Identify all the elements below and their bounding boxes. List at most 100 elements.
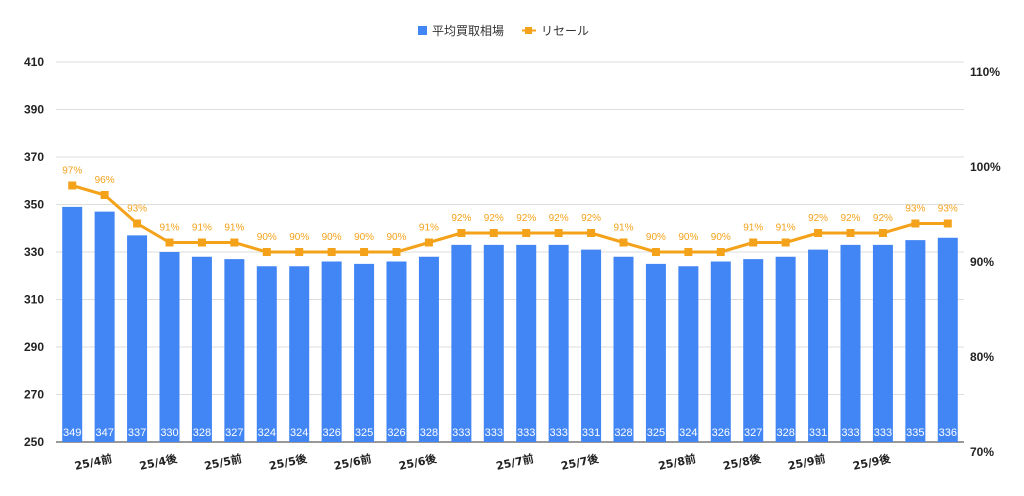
line-point [554, 229, 563, 237]
bar-value-label: 328 [776, 427, 794, 439]
line-point [846, 229, 855, 237]
line-point [781, 238, 790, 247]
line-point [197, 238, 206, 247]
bar-value-label: 331 [809, 427, 827, 439]
bar-value-label: 324 [679, 427, 697, 439]
bar-value-label: 333 [841, 427, 859, 439]
line-point [716, 248, 725, 256]
x-axis-tick: 25/4後 [138, 451, 179, 473]
line-point [295, 248, 304, 256]
bar [613, 256, 634, 442]
bar [159, 252, 180, 442]
right-axis-tick: 100% [970, 160, 1001, 174]
line-value-label: 91% [224, 223, 244, 234]
line-value-label: 92% [549, 213, 569, 224]
line-point [392, 248, 401, 256]
line-point [587, 229, 596, 237]
line-point [651, 248, 660, 256]
left-axis-tick: 270 [24, 388, 44, 402]
line-value-labels: 97% 96% 93% 91% 91% 91% 90% 90% 90% 90% 90% 91% 92% 9… [62, 166, 958, 244]
line-value-label: 90% [646, 232, 666, 243]
line-value-label: 92% [451, 213, 471, 224]
bar-value-label: 328 [420, 427, 438, 439]
line-point [522, 229, 531, 237]
bar [451, 244, 472, 442]
bar-value-label: 325 [355, 427, 373, 439]
bar [256, 266, 277, 442]
bar-value-label: 328 [193, 427, 211, 439]
bar [710, 261, 731, 442]
line-point [230, 238, 239, 247]
x-axis-tick: 25/9前 [787, 451, 827, 473]
right-axis-ticks: 70% 80% 90% 100% 110% [970, 65, 1001, 459]
left-axis-tick: 410 [24, 55, 44, 69]
bar [224, 259, 245, 442]
line-value-label: 91% [743, 223, 763, 234]
legend-label: リセール [541, 24, 589, 38]
line-point [262, 248, 271, 256]
bar [191, 256, 212, 442]
bar [581, 249, 602, 442]
line-point [911, 219, 920, 228]
left-axis-tick: 290 [24, 340, 44, 354]
line-value-label: 90% [354, 232, 374, 243]
bar-value-label: 324 [290, 427, 308, 439]
line-point [749, 238, 758, 247]
line-value-label: 92% [516, 213, 536, 224]
right-axis-tick: 70% [970, 445, 994, 459]
bar [483, 244, 504, 442]
left-axis-tick: 330 [24, 245, 44, 259]
line-value-label: 91% [613, 223, 633, 234]
bar [127, 235, 148, 442]
line-value-label: 92% [581, 213, 601, 224]
line-point [100, 191, 109, 199]
line-point [360, 248, 369, 256]
line-point [814, 229, 823, 237]
line-point [424, 238, 433, 247]
bar [937, 237, 958, 442]
left-axis-tick: 390 [24, 103, 44, 117]
bar [775, 256, 796, 442]
line-value-label: 92% [840, 213, 860, 224]
bar [645, 263, 666, 442]
bar-value-labels: 349 347 337 330 328 327 324 324 326 325 326 328 333 3… [63, 427, 957, 439]
bar-value-label: 347 [95, 427, 113, 439]
bar-value-label: 324 [258, 427, 276, 439]
line-point [619, 238, 628, 247]
line-value-label: 91% [159, 223, 179, 234]
bar [386, 261, 407, 442]
bar [94, 211, 115, 442]
left-axis-ticks: 250 270 290 310 330 350 370 390 410 [24, 55, 44, 449]
bar-value-label: 331 [582, 427, 600, 439]
line-value-label: 93% [905, 204, 925, 215]
line-point [457, 229, 466, 237]
right-axis-tick: 90% [970, 255, 994, 269]
line-value-label: 90% [386, 232, 406, 243]
x-axis-tick: 25/7後 [560, 451, 601, 473]
legend: 平均買取相場 リセール [418, 24, 589, 38]
bar [905, 240, 926, 442]
bar-value-label: 326 [387, 427, 405, 439]
bar [354, 263, 375, 442]
line-point [327, 248, 336, 256]
x-axis-tick: 25/5後 [268, 451, 309, 473]
bar [321, 261, 342, 442]
line-point [878, 229, 887, 237]
bar-value-label: 327 [744, 427, 762, 439]
line-value-label: 92% [484, 213, 504, 224]
legend-marker-point [525, 27, 532, 34]
legend-marker-bar [418, 26, 427, 35]
line-point [943, 219, 952, 228]
line-value-label: 92% [808, 213, 828, 224]
line-value-label: 90% [289, 232, 309, 243]
bar [548, 244, 569, 442]
bar-value-label: 328 [614, 427, 632, 439]
bar-series [62, 206, 958, 442]
x-axis-tick: 25/7前 [495, 451, 535, 473]
line-value-label: 91% [192, 223, 212, 234]
bar-value-label: 326 [322, 427, 340, 439]
bar [872, 244, 893, 442]
line-value-label: 92% [873, 213, 893, 224]
line-path [71, 184, 948, 254]
bar-value-label: 326 [712, 427, 730, 439]
